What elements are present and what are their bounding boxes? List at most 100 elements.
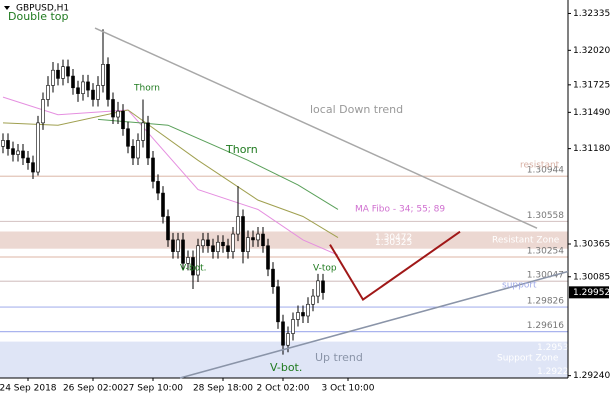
y-tick-label: 1.30085 xyxy=(573,272,610,282)
candle-body xyxy=(231,233,235,252)
candle-body xyxy=(46,85,50,100)
candle-body xyxy=(166,216,170,241)
chart-title: GBPUSD,H1 xyxy=(16,4,69,14)
candle-body xyxy=(121,110,125,130)
marks-layer xyxy=(1,27,569,379)
annotation: Double top xyxy=(8,10,69,23)
annotation: resistant xyxy=(520,161,560,171)
annotation: V-bot. xyxy=(180,264,207,274)
annotation: V-top xyxy=(313,264,337,274)
x-tick-label: 28 Sep 18:00 xyxy=(193,384,253,394)
candle-body xyxy=(311,295,315,305)
zone xyxy=(0,231,568,249)
candle-body xyxy=(141,122,145,141)
candle-body xyxy=(226,245,230,252)
candle-body xyxy=(6,140,10,149)
candle-body xyxy=(86,81,90,91)
candle-body xyxy=(251,237,255,241)
candle-body xyxy=(276,286,280,323)
y-tick-label: 1.32335 xyxy=(573,9,610,19)
level-label: 1.30254 xyxy=(527,246,564,256)
candle-body xyxy=(246,237,250,252)
candle-body xyxy=(266,245,270,270)
candle-body xyxy=(181,239,185,264)
candle-body xyxy=(101,64,105,86)
candle-body xyxy=(151,157,155,182)
candle-body xyxy=(136,140,140,159)
candle-body xyxy=(321,280,325,293)
level-label: 1.30558 xyxy=(527,211,564,221)
candle-body xyxy=(301,312,305,317)
candle-body xyxy=(186,257,190,264)
annotation: V-bot. xyxy=(270,361,302,374)
candle-body xyxy=(236,216,240,235)
candle-body xyxy=(286,333,290,346)
candle-body xyxy=(271,268,275,288)
candle-body xyxy=(201,239,205,247)
zone xyxy=(0,341,568,378)
x-tick-label: 24 Sep 2018 xyxy=(0,384,57,394)
menu-arrow[interactable] xyxy=(4,6,10,10)
annotation: local Down trend xyxy=(310,103,403,116)
x-tick-label: 27 Sep 10:00 xyxy=(123,384,183,394)
candle-body xyxy=(51,69,55,86)
candle-body xyxy=(171,239,175,252)
candle-body xyxy=(211,245,215,252)
trend-line xyxy=(94,27,538,229)
candle-body xyxy=(81,81,85,94)
level-label: 1.30944 xyxy=(527,166,564,176)
candle-body xyxy=(31,162,35,173)
y-tick-label: 1.32020 xyxy=(573,46,610,56)
candle-body xyxy=(291,319,295,334)
candle-body xyxy=(66,66,70,77)
candle-body xyxy=(281,321,285,346)
annotation: Up trend xyxy=(315,351,363,364)
candle-body xyxy=(71,75,75,89)
y-tick-label: 1.31180 xyxy=(573,144,610,154)
candle-body xyxy=(116,110,120,118)
annotation-layer: Double top Thorn Thorn V-bot. V-bot. V-t… xyxy=(8,10,560,374)
candle-body xyxy=(41,99,45,124)
candle-body xyxy=(161,192,165,217)
moving-average xyxy=(2,96,339,256)
candle-body xyxy=(96,85,100,100)
annotation: support xyxy=(502,281,537,291)
price-box xyxy=(569,286,609,299)
candle-body xyxy=(316,280,320,297)
candle-body xyxy=(111,99,115,118)
candle-body xyxy=(221,241,225,247)
zone-label: 1.30325 xyxy=(375,238,412,248)
annotation: Resistant Zone xyxy=(492,236,560,246)
level-label: 1.30047 xyxy=(527,271,564,281)
candle-body xyxy=(191,257,195,276)
candle-body xyxy=(261,233,265,247)
y-tick-label: 1.31725 xyxy=(573,80,610,90)
candle-body xyxy=(106,64,110,100)
y-tick-label: 1.30365 xyxy=(573,240,610,250)
y-tick-label: 1.31490 xyxy=(573,108,610,118)
moving-average xyxy=(2,109,339,238)
zone-label: 1.29223 xyxy=(537,367,574,377)
candle-body xyxy=(11,148,15,155)
annotation: Support Zone xyxy=(497,354,559,364)
candle-body xyxy=(16,150,20,155)
level-label: 1.29616 xyxy=(527,321,564,331)
candle-body xyxy=(1,140,5,147)
y-tick-label: 1.29240 xyxy=(573,371,610,381)
candle-body xyxy=(206,239,210,247)
candle-body xyxy=(241,216,245,252)
candle-body xyxy=(56,69,60,79)
annotation: MA Fibo - 34; 55; 89 xyxy=(355,205,445,215)
x-tick-label: 2 Oct 02:00 xyxy=(257,384,310,394)
candle-body xyxy=(156,181,160,194)
candle-body xyxy=(196,245,200,276)
zone-label: 1.30472 xyxy=(375,233,412,243)
candle-body xyxy=(36,122,40,173)
zone-label: 1.29531 xyxy=(537,343,574,353)
annotation: Thorn xyxy=(225,143,258,156)
candle-body xyxy=(256,233,260,241)
price-label: 1.29952 xyxy=(573,288,610,298)
